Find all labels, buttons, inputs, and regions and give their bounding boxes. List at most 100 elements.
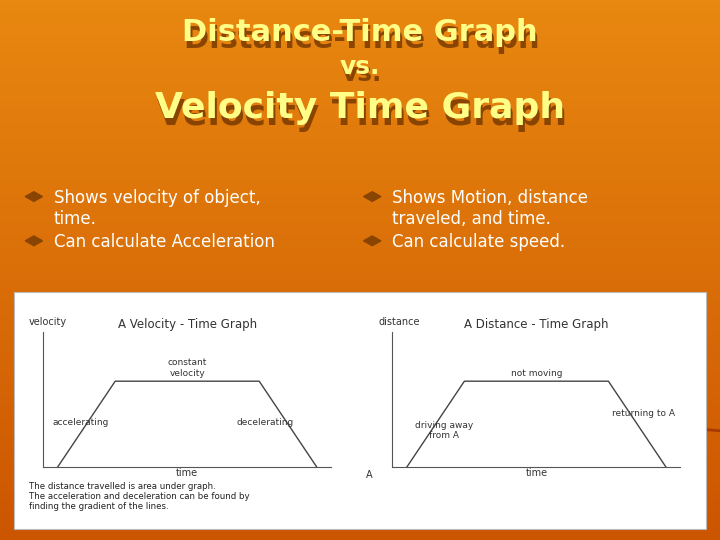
Bar: [0, 144, 720, 148]
Bar: [0, 256, 720, 261]
Bar: [0, 306, 720, 310]
Bar: [0, 387, 720, 392]
Bar: [0, 14, 720, 18]
Bar: [0, 31, 720, 36]
Bar: [0, 94, 720, 99]
Bar: [0, 239, 720, 243]
Bar: [0, 81, 720, 85]
Bar: [0, 36, 720, 40]
Bar: [0, 517, 720, 522]
Bar: [0, 193, 720, 198]
Bar: [0, 198, 720, 202]
Bar: [0, 243, 720, 247]
Bar: [0, 4, 720, 9]
Text: Distance-Time Graph: Distance-Time Graph: [182, 18, 538, 47]
Text: constant
velocity: constant velocity: [168, 358, 207, 377]
Text: decelerating: decelerating: [236, 418, 294, 428]
Bar: [0, 401, 720, 405]
Bar: [0, 90, 720, 94]
Bar: [0, 468, 720, 472]
Bar: [0, 301, 720, 306]
Text: Can calculate Acceleration: Can calculate Acceleration: [54, 233, 275, 251]
Bar: [0, 450, 720, 455]
Bar: [0, 0, 720, 4]
Bar: [0, 18, 720, 23]
Text: accelerating: accelerating: [53, 418, 109, 428]
X-axis label: time: time: [526, 469, 547, 478]
Bar: [0, 77, 720, 81]
Bar: [0, 342, 720, 347]
Bar: [0, 252, 720, 256]
Text: The distance travelled is area under graph.
The acceleration and deceleration ca: The distance travelled is area under gra…: [29, 482, 249, 511]
Bar: [0, 225, 720, 229]
Text: Velocity Time Graph: Velocity Time Graph: [157, 98, 567, 132]
Polygon shape: [364, 192, 381, 201]
Bar: [0, 310, 720, 315]
Bar: [0, 108, 720, 112]
Text: vs.: vs.: [340, 55, 380, 79]
Polygon shape: [364, 236, 381, 246]
Bar: [0, 126, 720, 131]
Bar: [0, 463, 720, 468]
Bar: [0, 50, 720, 54]
Bar: [0, 382, 720, 387]
Bar: [0, 436, 720, 441]
Bar: [0, 333, 720, 338]
Bar: [0, 360, 720, 364]
Bar: [0, 171, 720, 176]
Bar: [0, 68, 720, 72]
Text: Shows velocity of object,
time.: Shows velocity of object, time.: [54, 189, 261, 228]
Bar: [0, 351, 720, 355]
Bar: [0, 23, 720, 27]
Bar: [14, 292, 706, 529]
Bar: [0, 418, 720, 423]
Text: Can calculate speed.: Can calculate speed.: [392, 233, 565, 251]
Bar: [0, 176, 720, 180]
Bar: [0, 247, 720, 252]
Bar: [0, 158, 720, 162]
Bar: [0, 274, 720, 279]
Text: returning to A: returning to A: [612, 409, 675, 417]
Bar: [0, 347, 720, 351]
Bar: [0, 54, 720, 58]
Bar: [0, 297, 720, 301]
Bar: [0, 486, 720, 490]
Bar: [0, 315, 720, 320]
Bar: [0, 378, 720, 382]
X-axis label: time: time: [176, 469, 198, 478]
Bar: [0, 9, 720, 14]
Bar: [0, 99, 720, 104]
Text: vs.: vs.: [342, 62, 382, 86]
Text: Shows Motion, distance
traveled, and time.: Shows Motion, distance traveled, and tim…: [392, 189, 588, 228]
Bar: [0, 531, 720, 536]
Bar: [0, 482, 720, 486]
Bar: [0, 148, 720, 153]
Bar: [0, 320, 720, 324]
Bar: [0, 455, 720, 459]
Bar: [0, 202, 720, 207]
Bar: [0, 428, 720, 432]
Bar: [0, 266, 720, 270]
Bar: [0, 364, 720, 369]
Bar: [0, 472, 720, 477]
Bar: [0, 112, 720, 117]
Bar: [0, 288, 720, 293]
Bar: [0, 405, 720, 409]
Bar: [0, 441, 720, 445]
Bar: [0, 162, 720, 166]
Bar: [0, 477, 720, 482]
Bar: [0, 338, 720, 342]
Bar: [0, 270, 720, 274]
Bar: [0, 396, 720, 401]
Bar: [0, 207, 720, 212]
Bar: [0, 522, 720, 526]
Bar: [0, 279, 720, 284]
Bar: [0, 369, 720, 374]
Bar: [0, 423, 720, 428]
Bar: [0, 135, 720, 139]
Bar: [0, 216, 720, 220]
Bar: [0, 180, 720, 185]
Bar: [0, 234, 720, 239]
Bar: [0, 490, 720, 495]
Bar: [0, 72, 720, 77]
